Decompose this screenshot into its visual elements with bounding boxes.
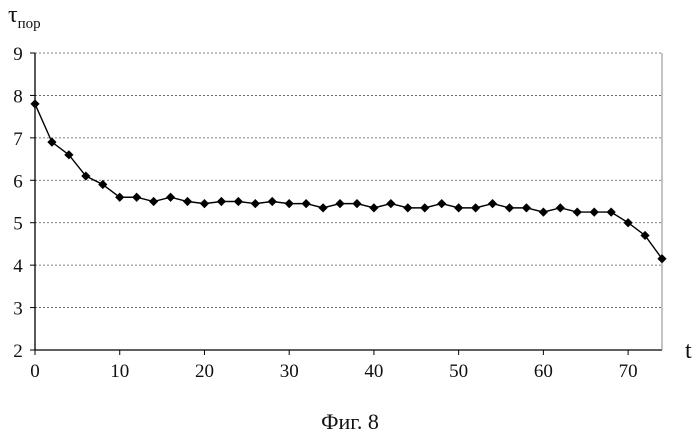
data-point [539, 208, 548, 217]
data-point [454, 203, 463, 212]
x-tick-labels: 0 10 20 30 40 50 60 70 [30, 350, 637, 382]
x-tick-label: 60 [534, 361, 553, 382]
y-tick-label: 5 [13, 214, 23, 235]
y-tick-labels: 2 3 4 5 6 7 8 9 [13, 44, 35, 362]
data-point [607, 208, 616, 217]
data-point [132, 193, 141, 202]
data-point [573, 208, 582, 217]
data-point [268, 197, 277, 206]
data-point [522, 203, 531, 212]
x-axis-label: t [685, 338, 692, 364]
data-point [471, 203, 480, 212]
x-tick-label: 70 [619, 361, 638, 382]
data-point [234, 197, 243, 206]
data-point [166, 193, 175, 202]
y-tick-label: 8 [13, 86, 23, 107]
y-tick-label: 3 [13, 299, 23, 320]
data-point [657, 254, 666, 263]
x-tick-label: 0 [30, 361, 40, 382]
data-points [30, 99, 666, 263]
y-axis-label: τпор [8, 2, 41, 32]
y-tick-label: 7 [13, 129, 23, 150]
line-chart: 2 3 4 5 6 7 8 9 0 10 20 30 40 50 60 70 τпор t [0, 0, 700, 410]
x-tick-label: 30 [280, 361, 299, 382]
data-point [335, 199, 344, 208]
data-point [318, 203, 327, 212]
data-point [420, 203, 429, 212]
data-point [556, 203, 565, 212]
data-point [369, 203, 378, 212]
data-point [149, 197, 158, 206]
data-point [590, 208, 599, 217]
data-point [505, 203, 514, 212]
data-point [488, 199, 497, 208]
y-tick-label: 4 [13, 256, 23, 277]
data-point [352, 199, 361, 208]
data-point [217, 197, 226, 206]
data-point [386, 199, 395, 208]
y-tick-label: 6 [13, 171, 23, 192]
data-point [302, 199, 311, 208]
data-point [437, 199, 446, 208]
figure-caption: Фиг. 8 [0, 409, 700, 435]
grid-lines [35, 53, 662, 308]
x-tick-label: 40 [364, 361, 383, 382]
data-point [285, 199, 294, 208]
x-tick-label: 20 [195, 361, 214, 382]
data-point [403, 203, 412, 212]
series-line [35, 104, 662, 259]
data-point [183, 197, 192, 206]
data-point [30, 99, 39, 108]
x-tick-label: 10 [110, 361, 129, 382]
data-point [200, 199, 209, 208]
y-tick-label: 9 [13, 44, 23, 65]
y-tick-label: 2 [13, 341, 23, 362]
data-point [251, 199, 260, 208]
x-tick-label: 50 [449, 361, 468, 382]
